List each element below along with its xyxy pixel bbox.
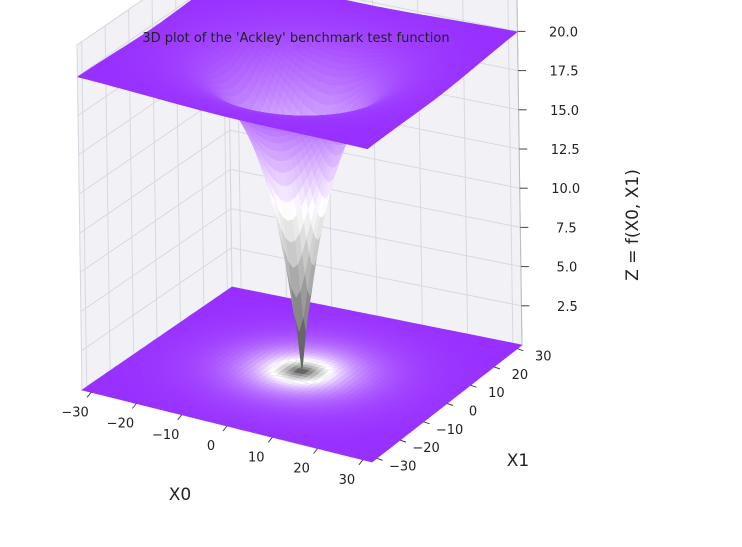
- grid-line: [507, 0, 514, 344]
- grid-line: [79, 129, 230, 234]
- grid-line: [81, 247, 232, 352]
- floor-contour-projection: [81, 286, 523, 463]
- grid-line: [80, 208, 232, 313]
- grid-line: [231, 247, 522, 307]
- grid-line: [77, 0, 190, 77]
- grid-line: [81, 41, 88, 387]
- grid-line: [357, 0, 518, 32]
- grid-line: [80, 168, 231, 273]
